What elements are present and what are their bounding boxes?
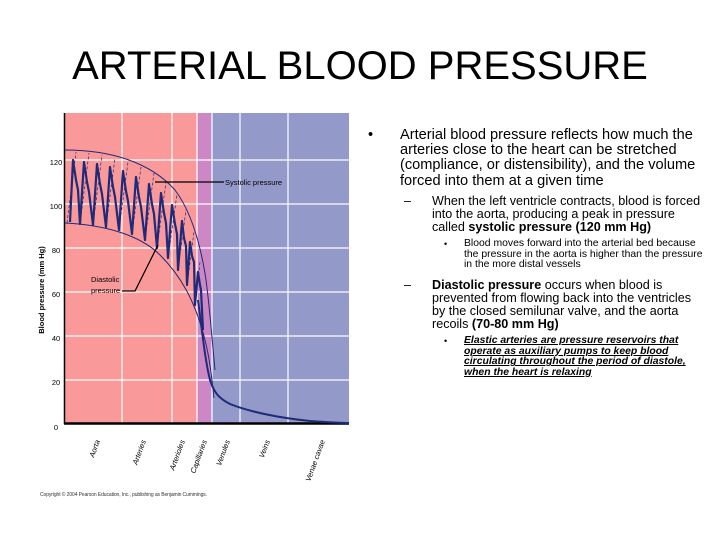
sub-point-systolic: • Blood moves forward into the arterial …: [368, 239, 703, 270]
sub-point-diastolic: • Elastic arteries are pressure reservoi…: [368, 336, 703, 378]
dash-marker: –: [404, 277, 412, 292]
bullet-marker: •: [444, 336, 448, 347]
sub-bullet-diastolic: – Diastolic pressure occurs when blood i…: [368, 277, 703, 332]
diastolic-range: (70-80 mm Hg): [471, 317, 559, 332]
diastolic-envelope: [64, 222, 215, 399]
diastolic-label-2: pressure: [91, 286, 120, 295]
systolic-label: Systolic pressure: [225, 178, 282, 187]
svg-text:120: 120: [50, 158, 63, 167]
main-bullet-text: Arterial blood pressure reflects how muc…: [400, 127, 696, 189]
venous-region: [212, 113, 349, 423]
diastolic-label: Diastolic: [91, 275, 120, 284]
svg-text:0: 0: [54, 423, 58, 432]
systolic-point-text: Blood moves forward into the arterial be…: [464, 238, 703, 271]
svg-text:100: 100: [50, 202, 63, 211]
svg-text:Arteries: Arteries: [130, 438, 148, 467]
svg-text:80: 80: [52, 246, 60, 255]
diastolic-point-text: Elastic arteries are pressure reservoirs…: [464, 335, 686, 378]
svg-text:60: 60: [52, 290, 60, 299]
bullet-text-block: • Arterial blood pressure reflects how m…: [368, 127, 703, 378]
svg-text:Venules: Venules: [214, 438, 232, 467]
y-axis-label: Blood pressure (mm Hg): [37, 246, 46, 334]
bullet-marker: •: [368, 127, 374, 143]
svg-text:Veins: Veins: [257, 438, 272, 459]
systolic-text: When the left ventricle contracts, blood…: [432, 193, 701, 235]
main-bullet: • Arterial blood pressure reflects how m…: [368, 127, 703, 189]
svg-text:Arterioles: Arterioles: [167, 438, 187, 472]
svg-text:20: 20: [52, 378, 60, 387]
arterial-region: [65, 113, 197, 423]
diastolic-term: Diastolic pressure: [432, 277, 542, 292]
diastolic-leader: [122, 244, 159, 292]
svg-text:Aorta: Aorta: [87, 439, 102, 460]
copyright-notice: Copyright © 2004 Pearson Education, Inc.…: [40, 492, 207, 498]
svg-text:Venae cavae: Venae cavae: [304, 439, 327, 483]
slide-title: ARTERIAL BLOOD PRESSURE: [72, 44, 648, 88]
bullet-marker: •: [444, 239, 448, 250]
mean-pressure-line: [197, 299, 350, 424]
y-tick-labels: 120 100 80 60 40 20 0: [50, 158, 63, 432]
x-category-labels: Aorta Arteries Arterioles Capillaries Ve…: [87, 438, 327, 482]
systolic-term: systolic pressure (120 mm Hg): [468, 220, 652, 235]
sub-bullet-systolic: – When the left ventricle contracts, blo…: [368, 193, 703, 235]
svg-text:40: 40: [52, 334, 60, 343]
systolic-envelope: [64, 149, 216, 371]
blood-pressure-chart: Systolic pressure Diastolic pressure 120…: [37, 113, 350, 498]
diastolic-text: occurs when blood is prevented from flow…: [432, 277, 692, 332]
pulse-waveform: [68, 158, 205, 331]
svg-text:Capillaries: Capillaries: [188, 438, 209, 474]
dash-marker: –: [404, 193, 412, 208]
